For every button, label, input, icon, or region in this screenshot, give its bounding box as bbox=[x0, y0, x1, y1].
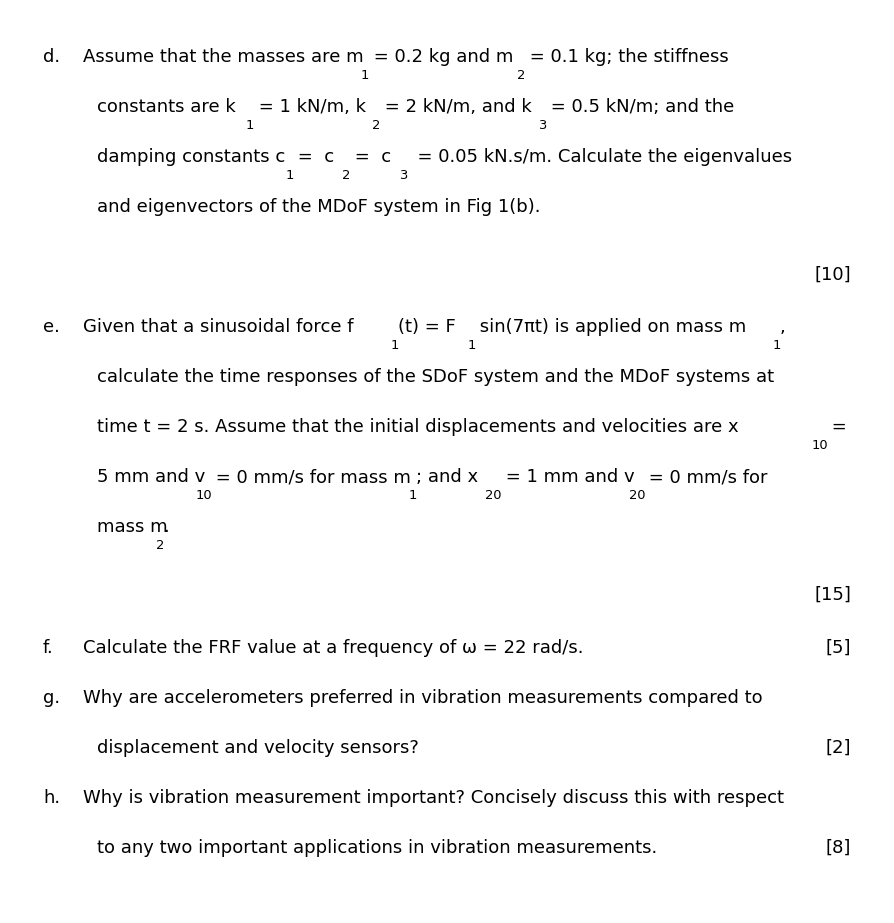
Text: and eigenvectors of the MDoF system in Fig 1(b).: and eigenvectors of the MDoF system in F… bbox=[97, 198, 540, 216]
Text: = 1 kN/m, k: = 1 kN/m, k bbox=[253, 98, 366, 116]
Text: Calculate the FRF value at a frequency of ω = 22 rad/s.: Calculate the FRF value at a frequency o… bbox=[82, 639, 583, 657]
Text: displacement and velocity sensors?: displacement and velocity sensors? bbox=[97, 739, 418, 757]
Text: h.: h. bbox=[43, 789, 60, 807]
Text: = 1 mm and v: = 1 mm and v bbox=[500, 468, 635, 486]
Text: 1: 1 bbox=[409, 488, 417, 501]
Text: to any two important applications in vibration measurements.: to any two important applications in vib… bbox=[97, 839, 657, 857]
Text: 1: 1 bbox=[285, 169, 293, 182]
Text: .: . bbox=[164, 518, 169, 536]
Text: 1: 1 bbox=[772, 339, 780, 352]
Text: d.: d. bbox=[43, 48, 60, 66]
Text: = 0 mm/s for: = 0 mm/s for bbox=[643, 468, 768, 486]
Text: [8]: [8] bbox=[826, 839, 851, 857]
Text: [15]: [15] bbox=[814, 586, 851, 604]
Text: Assume that the masses are m: Assume that the masses are m bbox=[82, 48, 363, 66]
Text: 2: 2 bbox=[156, 539, 164, 552]
Text: calculate the time responses of the SDoF system and the MDoF systems at: calculate the time responses of the SDoF… bbox=[97, 368, 773, 386]
Text: 1: 1 bbox=[246, 119, 254, 132]
Text: = 0.05 kN.s/m. Calculate the eigenvalues: = 0.05 kN.s/m. Calculate the eigenvalues bbox=[406, 148, 792, 166]
Text: mass m: mass m bbox=[97, 518, 167, 536]
Text: Why are accelerometers preferred in vibration measurements compared to: Why are accelerometers preferred in vibr… bbox=[82, 689, 763, 707]
Text: 20: 20 bbox=[485, 488, 502, 501]
Text: damping constants c: damping constants c bbox=[97, 148, 285, 166]
Text: = 0.5 kN/m; and the: = 0.5 kN/m; and the bbox=[545, 98, 734, 116]
Text: 5 mm and v: 5 mm and v bbox=[97, 468, 205, 486]
Text: =  c: = c bbox=[292, 148, 334, 166]
Text: = 0 mm/s for mass m: = 0 mm/s for mass m bbox=[210, 468, 411, 486]
Text: [5]: [5] bbox=[825, 639, 851, 657]
Text: = 0.1 kg; the stiffness: = 0.1 kg; the stiffness bbox=[524, 48, 729, 66]
Text: f.: f. bbox=[43, 639, 54, 657]
Text: 1: 1 bbox=[360, 68, 369, 81]
Text: 3: 3 bbox=[399, 169, 407, 182]
Text: ; and x: ; and x bbox=[416, 468, 478, 486]
Text: Why is vibration measurement important? Concisely discuss this with respect: Why is vibration measurement important? … bbox=[82, 789, 784, 807]
Text: 10: 10 bbox=[812, 438, 828, 451]
Text: = 0.2 kg and m: = 0.2 kg and m bbox=[367, 48, 513, 66]
Text: 10: 10 bbox=[196, 488, 213, 501]
Text: (t) = F: (t) = F bbox=[398, 318, 455, 336]
Text: Given that a sinusoidal force f: Given that a sinusoidal force f bbox=[82, 318, 353, 336]
Text: 2: 2 bbox=[372, 119, 380, 132]
Text: 2: 2 bbox=[517, 68, 525, 81]
Text: = 2 kN/m, and k: = 2 kN/m, and k bbox=[379, 98, 532, 116]
Text: [2]: [2] bbox=[825, 739, 851, 757]
Text: e.: e. bbox=[43, 318, 60, 336]
Text: 3: 3 bbox=[538, 119, 546, 132]
Text: time t = 2 s. Assume that the initial displacements and velocities are x: time t = 2 s. Assume that the initial di… bbox=[97, 418, 738, 436]
Text: 2: 2 bbox=[342, 169, 350, 182]
Text: 1: 1 bbox=[468, 339, 476, 352]
Text: ,: , bbox=[780, 318, 785, 336]
Text: sin(7πt) is applied on mass m: sin(7πt) is applied on mass m bbox=[475, 318, 746, 336]
Text: g.: g. bbox=[43, 689, 60, 707]
Text: 20: 20 bbox=[628, 488, 645, 501]
Text: constants are k: constants are k bbox=[97, 98, 235, 116]
Text: [10]: [10] bbox=[814, 266, 851, 284]
Text: =  c: = c bbox=[350, 148, 392, 166]
Text: 1: 1 bbox=[391, 339, 399, 352]
Text: =: = bbox=[826, 418, 847, 436]
